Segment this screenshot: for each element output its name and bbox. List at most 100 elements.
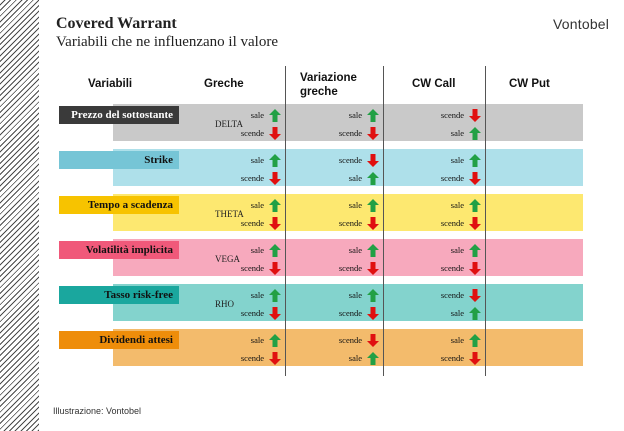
row-band [113, 104, 583, 141]
call-cell: sale [300, 108, 380, 122]
put-cell: scende [402, 216, 482, 230]
arrow-down-icon [366, 153, 380, 167]
row-band [113, 194, 583, 231]
variable-label: Dividendi attesi [59, 331, 179, 349]
call-cell: sale [300, 198, 380, 212]
call-cell: scende [300, 153, 380, 167]
change-text: sale [348, 110, 362, 120]
change-text: scende [240, 308, 264, 318]
put-cell: sale [402, 198, 482, 212]
arrow-up-icon [468, 306, 482, 320]
arrow-up-icon [268, 288, 282, 302]
call-cell: sale [300, 288, 380, 302]
column-divider [383, 66, 384, 376]
change-text: scende [440, 290, 464, 300]
variazione-cell: scende [202, 216, 282, 230]
variable-label: Tasso risk-free [59, 286, 179, 304]
arrow-up-icon [268, 333, 282, 347]
change-text: scende [338, 218, 362, 228]
header-cw-put: CW Put [509, 78, 550, 90]
arrow-down-icon [268, 171, 282, 185]
call-cell: sale [300, 243, 380, 257]
greek-label: RHO [215, 299, 235, 309]
call-cell: scende [300, 126, 380, 140]
change-text: scende [338, 155, 362, 165]
arrow-up-icon [468, 198, 482, 212]
change-text: scende [240, 173, 264, 183]
header-variabili: Variabili [88, 78, 133, 90]
call-cell: sale [300, 351, 380, 365]
arrow-down-icon [468, 108, 482, 122]
change-text: sale [250, 245, 264, 255]
arrow-down-icon [366, 126, 380, 140]
change-text: sale [450, 245, 464, 255]
variazione-cell: scende [202, 126, 282, 140]
header-cw-call: CW Call [412, 78, 456, 90]
change-text: scende [440, 110, 464, 120]
change-text: scende [440, 218, 464, 228]
arrow-down-icon [366, 216, 380, 230]
arrow-up-icon [268, 243, 282, 257]
arrow-down-icon [468, 216, 482, 230]
arrow-down-icon [268, 306, 282, 320]
arrow-up-icon [468, 126, 482, 140]
arrow-down-icon [468, 261, 482, 275]
brand-logo: Vontobel [553, 16, 610, 32]
call-cell: sale [300, 171, 380, 185]
change-text: sale [450, 128, 464, 138]
change-text: sale [250, 290, 264, 300]
change-text: scende [440, 353, 464, 363]
variable-label: Strike [59, 151, 179, 169]
change-text: scende [338, 308, 362, 318]
arrow-down-icon [268, 351, 282, 365]
change-text: sale [348, 200, 362, 210]
put-cell: sale [402, 126, 482, 140]
arrow-up-icon [366, 243, 380, 257]
change-text: sale [250, 155, 264, 165]
column-divider [485, 66, 486, 376]
variazione-cell: scende [202, 306, 282, 320]
call-cell: scende [300, 333, 380, 347]
change-text: scende [440, 263, 464, 273]
change-text: sale [450, 308, 464, 318]
arrow-down-icon [268, 261, 282, 275]
arrow-up-icon [366, 171, 380, 185]
header-greche: Greche [204, 78, 244, 90]
call-cell: scende [300, 216, 380, 230]
change-text: scende [338, 335, 362, 345]
arrow-down-icon [268, 126, 282, 140]
row-band [113, 149, 583, 186]
change-text: scende [240, 353, 264, 363]
change-text: scende [240, 128, 264, 138]
arrow-up-icon [366, 108, 380, 122]
call-cell: scende [300, 261, 380, 275]
variable-label: Prezzo del sottostante [59, 106, 179, 124]
put-cell: scende [402, 288, 482, 302]
arrow-up-icon [468, 153, 482, 167]
call-cell: scende [300, 306, 380, 320]
change-text: scende [338, 128, 362, 138]
change-text: sale [348, 245, 362, 255]
put-cell: scende [402, 261, 482, 275]
variazione-cell: scende [202, 351, 282, 365]
variazione-cell: sale [202, 243, 282, 257]
variazione-cell: sale [202, 108, 282, 122]
arrow-up-icon [268, 108, 282, 122]
change-text: sale [250, 335, 264, 345]
greek-label: THETA [215, 209, 244, 219]
put-cell: scende [402, 351, 482, 365]
decorative-hatch [0, 0, 39, 431]
variazione-cell: sale [202, 288, 282, 302]
page-subtitle: Variabili che ne influenzano il valore [56, 34, 278, 50]
page-title: Covered Warrant [56, 15, 177, 32]
put-cell: sale [402, 153, 482, 167]
arrow-down-icon [468, 171, 482, 185]
variazione-cell: sale [202, 153, 282, 167]
change-text: sale [450, 155, 464, 165]
arrow-down-icon [366, 333, 380, 347]
row-band [113, 239, 583, 276]
change-text: sale [250, 200, 264, 210]
change-text: scende [338, 263, 362, 273]
variable-label: Volatilità implicita [59, 241, 179, 259]
put-cell: sale [402, 333, 482, 347]
